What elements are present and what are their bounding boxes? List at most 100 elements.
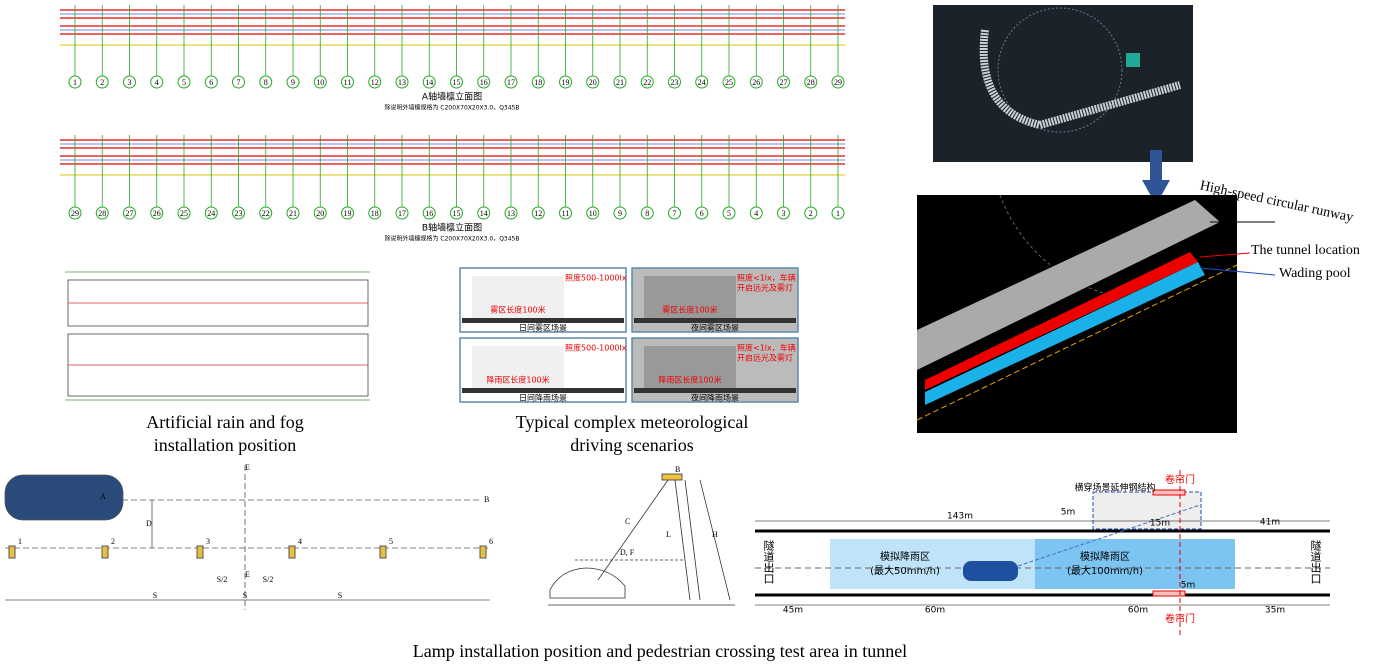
- axis-label: 23: [235, 209, 243, 218]
- lamp: [197, 546, 203, 558]
- light-label: 照度500-1000lx: [565, 273, 627, 283]
- lamp-label: 6: [489, 537, 493, 546]
- axis-label: 27: [126, 209, 134, 218]
- axis-label: 20: [316, 209, 324, 218]
- lamp: [102, 546, 108, 558]
- axis-label: 3: [128, 78, 132, 87]
- axis-label: 7: [237, 78, 241, 87]
- axis-label: 1: [73, 78, 77, 87]
- elevation-title: B轴墙檩立面图: [422, 222, 482, 234]
- light-label: 开启远光及雾灯: [737, 283, 793, 293]
- zone-label: 模拟降雨区: [1080, 550, 1130, 563]
- road: [634, 318, 796, 323]
- zone-label: (最大50mm/h): [870, 564, 940, 577]
- axis-label: 14: [480, 209, 488, 218]
- spacing-label: S: [153, 591, 157, 600]
- axis-label: 4: [754, 209, 758, 218]
- elevation-note: 除说明外墙檩规格为 C200X70X20X3.0，Q345B: [385, 235, 520, 243]
- axis-label: 8: [264, 78, 268, 87]
- pool-label: Wading pool: [1279, 266, 1351, 281]
- lamp-letter: E: [245, 463, 250, 472]
- panel-caption: 夜间雾区场景: [691, 323, 739, 333]
- lamp-letter: D: [146, 519, 152, 528]
- axis-label: 21: [616, 78, 624, 87]
- dim: 60m: [1128, 606, 1148, 616]
- axis-label: 6: [209, 78, 213, 87]
- spacing-label: S/2: [263, 575, 274, 584]
- axis-label: 10: [589, 209, 597, 218]
- geometry-sketch: [548, 474, 735, 605]
- axis-label: 18: [371, 209, 379, 218]
- axis-label: 10: [316, 78, 324, 87]
- zone-label: 降雨区长度100米: [486, 375, 549, 385]
- axis-label: 17: [398, 209, 406, 218]
- lamp-letter: E: [245, 570, 250, 579]
- axis-label: 25: [180, 209, 188, 218]
- axis-label: 26: [153, 209, 161, 218]
- dim: 35m: [1265, 606, 1285, 616]
- axis-label: 14: [425, 78, 433, 87]
- dim: 143m: [947, 512, 973, 522]
- zone-label: 雾区长度100米: [490, 305, 545, 315]
- axis-label: 6: [700, 209, 704, 218]
- geo-label: D, F: [620, 548, 635, 557]
- dim: 15m: [1150, 519, 1170, 529]
- axis-label: 5: [182, 78, 186, 87]
- road: [462, 318, 624, 323]
- zone-label: 模拟降雨区: [880, 550, 930, 563]
- axis-label: 22: [643, 78, 651, 87]
- axis-label: 1: [836, 209, 840, 218]
- pool: [1126, 53, 1140, 67]
- light-label: 照度500-1000lx: [565, 343, 627, 353]
- caption: driving scenarios: [570, 435, 693, 455]
- axis-label: 11: [344, 78, 352, 87]
- geo-label: L: [666, 530, 671, 539]
- axis-label: 12: [534, 209, 542, 218]
- axis-label: 15: [453, 209, 461, 218]
- dim: 60m: [925, 606, 945, 616]
- dim: 5m: [1181, 581, 1196, 591]
- elevation-note: 除说明外墙檩规格为 C200X70X20X3.0，Q345B: [385, 104, 520, 112]
- spacing-label: S: [243, 591, 247, 600]
- axis-label: 12: [371, 78, 379, 87]
- door-label: 卷帘门: [1165, 473, 1195, 486]
- axis-label: 15: [453, 78, 461, 87]
- exit-label: 隧道出口: [762, 539, 775, 584]
- zone-label: (最大100mm/h): [1067, 564, 1143, 577]
- caption: Lamp installation position and pedestria…: [413, 641, 907, 661]
- axis-label: 27: [780, 78, 788, 87]
- elevation-title: A轴墙檩立面图: [422, 91, 482, 103]
- steel-label: 横穿场景延伸钢结构: [1074, 482, 1155, 494]
- lamp: [380, 546, 386, 558]
- light-label: 开启远光及雾灯: [737, 353, 793, 363]
- panel-caption: 日间降雨场景: [519, 393, 567, 403]
- axis-label: 19: [344, 209, 352, 218]
- runway-plan: [933, 5, 1193, 162]
- axis-label: 22: [262, 209, 270, 218]
- tunnel-diagram: [755, 470, 1330, 635]
- geo-label: H: [712, 530, 718, 539]
- figure: High-speed circular runway The tunnel lo…: [0, 0, 1383, 664]
- door-label: 卷帘门: [1165, 612, 1195, 625]
- axis-label: 3: [782, 209, 786, 218]
- panel-caption: 夜间降雨场景: [691, 393, 739, 403]
- axis-label: 28: [98, 209, 106, 218]
- road: [634, 388, 796, 393]
- axis-label: 23: [671, 78, 679, 87]
- dim: 41m: [1260, 518, 1280, 528]
- axis-label: 26: [752, 78, 760, 87]
- spacing-label: S/2: [217, 575, 228, 584]
- axis-label: 24: [698, 78, 706, 87]
- lamp-label: 4: [298, 537, 302, 546]
- geo-label: C: [625, 517, 630, 526]
- axis-label: 8: [645, 209, 649, 218]
- lamp: [289, 546, 295, 558]
- lamp-label: 1: [18, 537, 22, 546]
- axis-label: 5: [727, 209, 731, 218]
- dim: 5m: [1061, 508, 1076, 518]
- caption: Typical complex meteorological: [516, 412, 749, 432]
- axis-label: 4: [155, 78, 159, 87]
- lamp-letter: A: [100, 492, 106, 501]
- zone-label: 雾区长度100米: [662, 305, 717, 315]
- lamp-layout: [5, 465, 490, 610]
